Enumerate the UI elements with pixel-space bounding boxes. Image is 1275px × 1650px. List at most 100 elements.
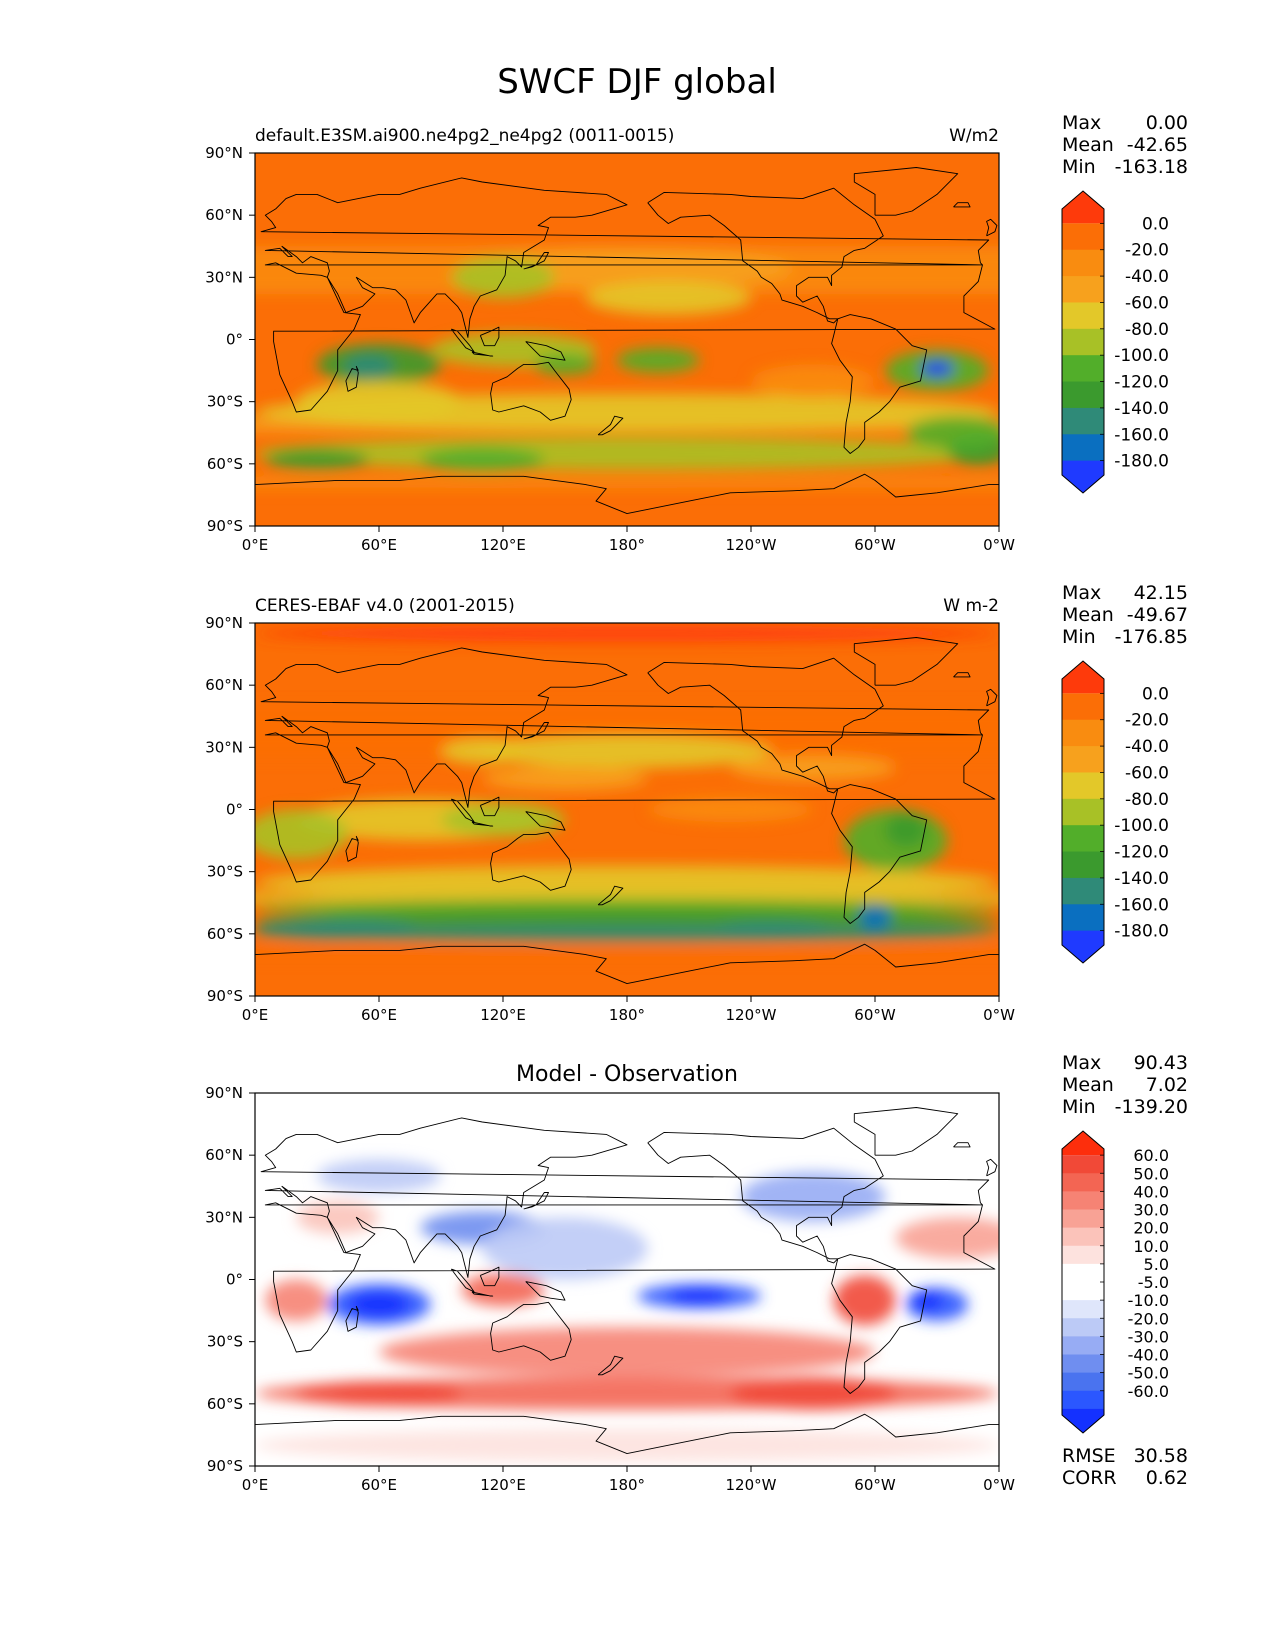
lat-tick-label: 90°S — [207, 1457, 243, 1475]
colorbar-swatch — [1062, 1173, 1104, 1192]
panel-units: W/m2 — [949, 126, 999, 146]
colorbar-swatch — [1062, 249, 1104, 277]
field-region — [265, 449, 369, 471]
field-region — [585, 281, 751, 315]
field-band — [255, 476, 999, 489]
field-blobs — [255, 1159, 999, 1462]
stat-value-mean: -49.67 — [1127, 604, 1188, 626]
field-region — [920, 360, 954, 377]
colorbar-tick-label: 60.0 — [1133, 1146, 1169, 1165]
panel-units: W m-2 — [943, 596, 999, 616]
lon-tick-label: 120°W — [726, 536, 777, 554]
colorbar-tick-label: 0.0 — [1142, 214, 1169, 234]
lat-tick-label: 0° — [226, 1271, 243, 1289]
colorbar-tick-label: -50.0 — [1128, 1364, 1169, 1383]
colorbar-swatch — [1062, 302, 1104, 330]
field-region — [858, 904, 892, 930]
colorbar-tick-label: -120.0 — [1114, 373, 1169, 393]
colorbar-tick-label: -140.0 — [1114, 869, 1169, 889]
field-region — [255, 436, 999, 471]
colorbar-swatch — [1062, 1245, 1104, 1265]
stat-value-mean: -42.65 — [1127, 134, 1188, 156]
colorbar-swatch — [1062, 1191, 1104, 1210]
colorbar-swatch — [1062, 434, 1104, 462]
colorbar-outline — [1061, 1130, 1105, 1434]
field-region — [255, 809, 348, 860]
lon-tick-label: 180° — [609, 1006, 645, 1024]
lon-tick-label: 120°E — [480, 1006, 526, 1024]
colorbar-tick-label: 20.0 — [1133, 1219, 1169, 1238]
colorbar-tick-label: -80.0 — [1125, 790, 1169, 810]
field-region — [255, 919, 421, 941]
lon-tick-label: 120°E — [480, 536, 526, 554]
lat-tick-label: 60°N — [205, 676, 243, 694]
field-layer — [255, 625, 999, 985]
colorbar-outline — [1061, 190, 1105, 494]
colorbar-tick-label: 30.0 — [1133, 1201, 1169, 1220]
panel-title: default.E3SM.ai900.ne4pg2_ne4pg2 (0011-0… — [255, 126, 674, 146]
lon-tick-label: 60°W — [854, 536, 896, 554]
field-region — [296, 380, 462, 423]
stat-value-min: -176.85 — [1115, 626, 1188, 648]
colorbar-swatch — [1062, 1408, 1104, 1433]
colorbar-swatch — [1062, 1354, 1104, 1374]
field-region — [451, 256, 555, 299]
colorbar-tick-label: -20.0 — [1128, 1309, 1169, 1328]
field-region — [255, 865, 999, 899]
map-background — [255, 1093, 999, 1466]
field-region — [885, 813, 927, 847]
lon-tick-label: 120°W — [726, 1476, 777, 1494]
field-region — [348, 1291, 410, 1317]
colorbar-tick-label: 50.0 — [1133, 1164, 1169, 1183]
colorbar-swatch — [1062, 407, 1104, 435]
colorbar-swatch — [1062, 661, 1104, 694]
colorbar-tick-label: -20.0 — [1125, 711, 1169, 731]
lon-tick-label: 0°E — [242, 1006, 269, 1024]
stat-label-max: Max — [1062, 582, 1101, 604]
field-layer — [255, 1107, 999, 1462]
lat-tick-label: 90°S — [207, 517, 243, 535]
lon-tick-label: 60°E — [361, 1006, 397, 1024]
colorbar-tick-label: 10.0 — [1133, 1237, 1169, 1256]
field-region — [668, 1287, 731, 1305]
stat-value-min: -139.20 — [1115, 1096, 1188, 1118]
lat-tick-label: 60°N — [205, 1146, 243, 1164]
colorbar-swatch — [1062, 1263, 1104, 1283]
colorbar-tick-label: -10.0 — [1128, 1291, 1169, 1310]
lon-tick-label: 60°E — [361, 1476, 397, 1494]
corr-value: 0.62 — [1146, 1467, 1188, 1489]
field-blobs — [255, 625, 999, 959]
field-region — [906, 416, 999, 450]
colorbar-tick-label: -40.0 — [1125, 737, 1169, 757]
field-region — [730, 1376, 896, 1411]
panel-title: CERES-EBAF v4.0 (2001-2015) — [255, 596, 515, 616]
field-region — [255, 1428, 999, 1462]
lon-tick-label: 0°W — [983, 1476, 1015, 1494]
colorbar-swatch — [1062, 693, 1104, 721]
colorbar-swatch — [1062, 719, 1104, 747]
lon-tick-label: 180° — [609, 1476, 645, 1494]
colorbar-tick-label: -5.0 — [1138, 1273, 1169, 1292]
panel-title: Model - Observation — [516, 1062, 738, 1087]
field-layer — [255, 167, 999, 515]
colorbar-tick-label: -30.0 — [1128, 1327, 1169, 1346]
lat-tick-label: 30°S — [207, 863, 243, 881]
stat-value-mean: 7.02 — [1146, 1074, 1188, 1096]
field-region — [895, 1217, 999, 1259]
field-region — [616, 347, 700, 373]
colorbar-swatch — [1062, 1282, 1104, 1301]
field-region — [296, 1200, 379, 1234]
stat-value-max: 42.15 — [1134, 582, 1188, 604]
colorbar-swatch — [1062, 930, 1104, 963]
field-region — [441, 739, 524, 764]
field-region — [751, 364, 875, 398]
stat-label-max: Max — [1062, 112, 1101, 134]
colorbar-swatch — [1062, 1300, 1104, 1319]
colorbar-tick-label: 5.0 — [1144, 1255, 1169, 1274]
field-region — [379, 1327, 875, 1377]
colorbar-swatch — [1062, 1227, 1104, 1247]
colorbar-tick-label: -80.0 — [1125, 320, 1169, 340]
field-region — [740, 1171, 886, 1222]
colorbar-swatch — [1062, 223, 1104, 251]
colorbar-swatch — [1062, 191, 1104, 224]
